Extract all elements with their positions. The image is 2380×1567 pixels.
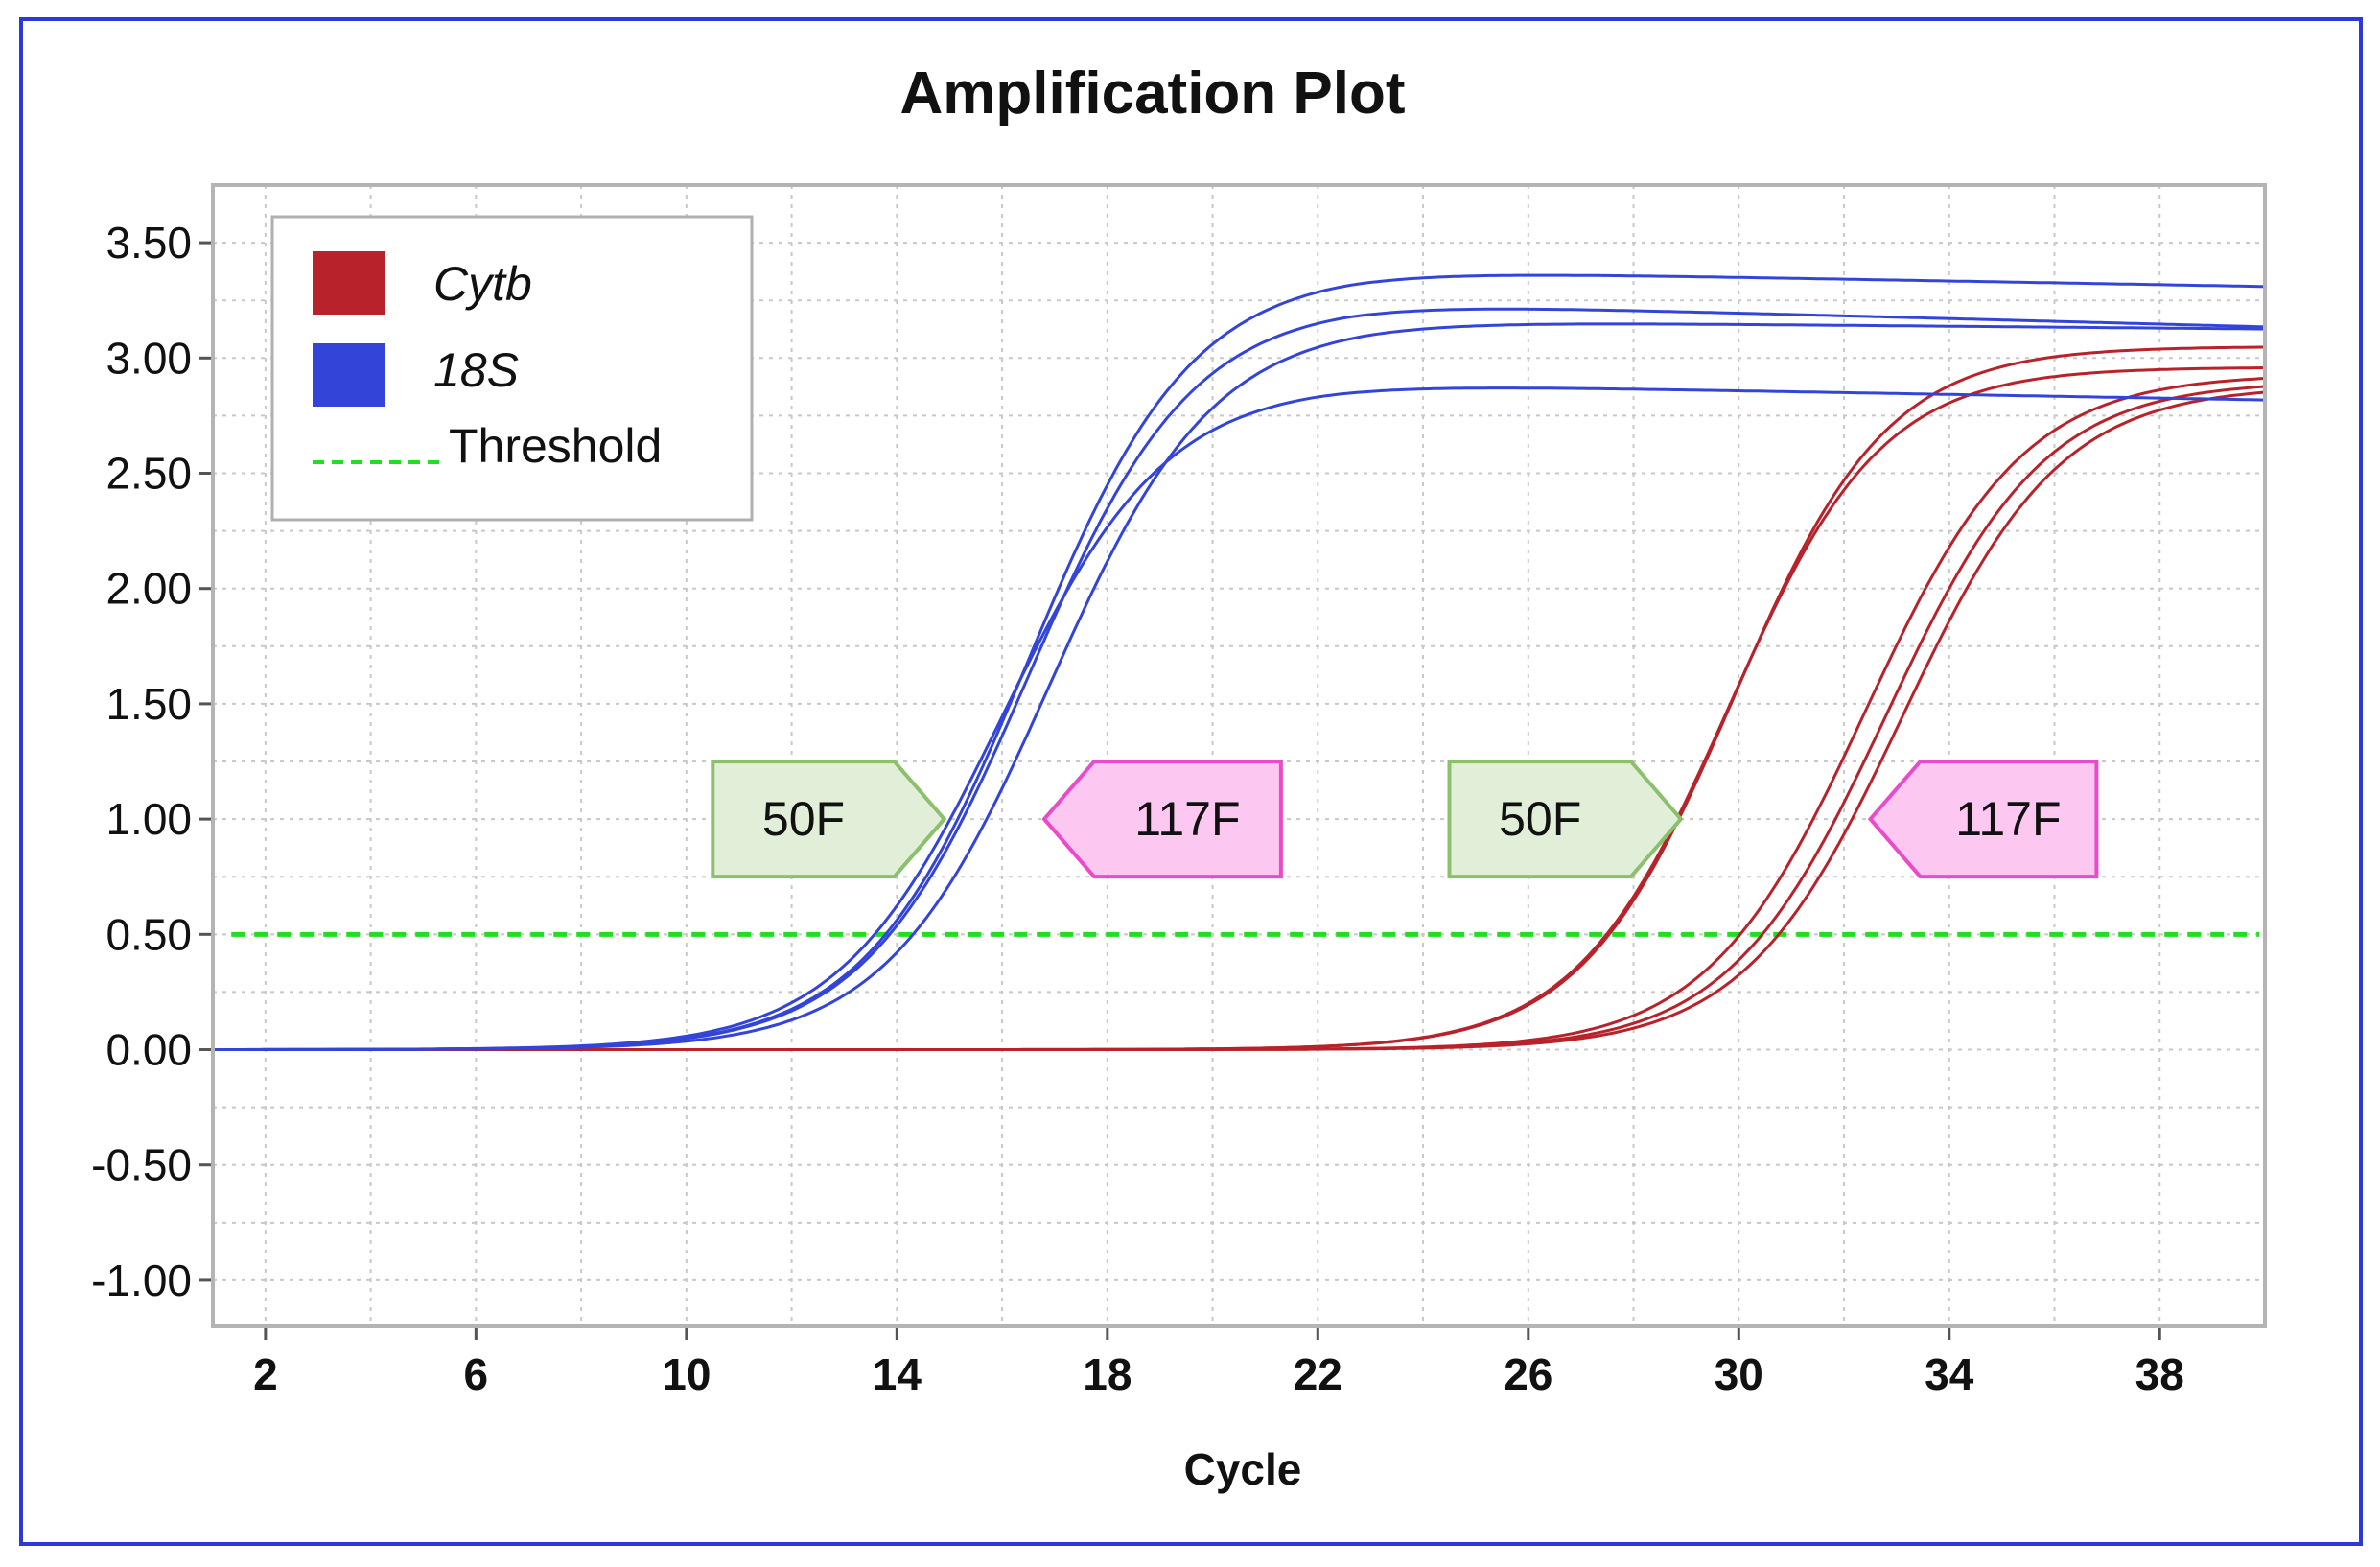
x-axis: 2 6 10 14 18 22 26 30 34 38 <box>253 1326 2184 1399</box>
primer-tag-50f <box>711 760 947 879</box>
primer-tag-117f <box>1867 760 2099 879</box>
y-axis: -1.00 -0.50 0.00 0.50 1.00 1.50 2.00 2.50 3.00 3.… <box>91 218 213 1305</box>
x-tick-label: 22 <box>1294 1349 1342 1399</box>
legend-swatch-18s <box>313 343 385 407</box>
x-tick-label: 34 <box>1925 1349 1974 1399</box>
series-layer <box>213 273 2266 1051</box>
x-tick-label: 6 <box>464 1349 489 1399</box>
y-tick-label: 3.00 <box>105 333 192 383</box>
x-tick-label: 30 <box>1715 1349 1763 1399</box>
primer-tag-label: 50F <box>1499 792 1581 846</box>
18s-curve <box>213 386 2266 1051</box>
cytb-curve <box>213 390 2266 1051</box>
x-axis-label: Cycle <box>1184 1444 1302 1494</box>
legend-label-threshold: Threshold <box>449 419 662 473</box>
x-tick-label: 26 <box>1504 1349 1552 1399</box>
legend-label-18s: 18S <box>433 343 519 397</box>
y-tick-label: 0.00 <box>105 1025 192 1075</box>
x-tick-label: 18 <box>1083 1349 1132 1399</box>
legend: Cytb 18S Threshold <box>270 215 754 522</box>
primer-tag-label: 50F <box>762 792 845 846</box>
y-tick-label: -0.50 <box>91 1140 192 1190</box>
y-tick-label: 1.00 <box>105 794 192 844</box>
y-tick-label: -1.00 <box>91 1255 192 1305</box>
x-tick-label: 10 <box>662 1349 711 1399</box>
plot-border <box>211 183 2267 1328</box>
x-tick-label: 14 <box>873 1349 922 1399</box>
x-tick-label: 38 <box>2135 1349 2184 1399</box>
y-tick-label: 2.00 <box>105 564 192 614</box>
y-tick-label: 0.50 <box>105 909 192 959</box>
y-tick-label: 1.50 <box>105 679 192 729</box>
chart-title: Amplification Plot <box>900 60 1406 127</box>
primer-tag-label: 117F <box>1955 792 2061 846</box>
legend-label-cytb: Cytb <box>433 257 532 311</box>
primer-tag-label: 117F <box>1134 792 1240 846</box>
legend-swatch-cytb <box>313 251 385 315</box>
x-tick-label: 2 <box>253 1349 278 1399</box>
annotation-layer: 50F 117F 50F 117F <box>711 760 2099 879</box>
primer-tag-50f <box>1447 760 1684 879</box>
y-tick-label: 3.50 <box>105 218 192 268</box>
y-tick-label: 2.50 <box>105 449 192 499</box>
primer-tag-117f <box>1041 760 1283 879</box>
